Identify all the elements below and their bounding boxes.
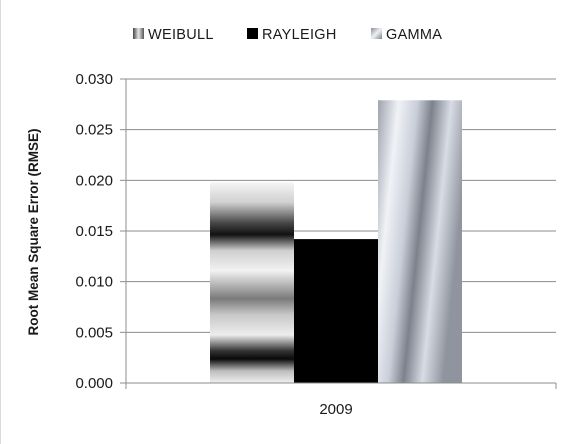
legend-label-rayleigh: RAYLEIGH (262, 27, 337, 43)
legend-swatch-rayleigh (247, 28, 258, 39)
legend-item-weibull: WEIBULL (133, 27, 214, 43)
x-category-label: 2009 (319, 401, 352, 418)
bars (210, 100, 462, 383)
bar-gamma (378, 100, 462, 383)
axes (125, 79, 557, 389)
legend-label-weibull: WEIBULL (148, 27, 214, 43)
legend-swatch-weibull (133, 28, 144, 39)
bar-weibull (210, 182, 294, 383)
y-tick-label: 0.020 (75, 172, 113, 189)
y-tick-labels: 0.000 0.005 0.010 0.015 0.020 0.025 0.030 (75, 71, 126, 392)
gridlines (126, 78, 556, 333)
legend-label-gamma: GAMMA (386, 27, 442, 43)
y-axis-label: Root Mean Square Error (RMSE) (26, 128, 41, 335)
legend-item-rayleigh: RAYLEIGH (247, 27, 337, 43)
y-tick-label: 0.025 (75, 122, 113, 139)
y-tick-label: 0.015 (75, 223, 113, 240)
legend-swatch-gamma (371, 28, 382, 39)
y-tick-label: 0.030 (75, 71, 113, 88)
x-category-labels: 2009 (319, 401, 352, 418)
y-tick-label: 0.000 (75, 375, 113, 392)
bar-rayleigh (294, 239, 378, 383)
legend: WEIBULL RAYLEIGH GAMMA (133, 27, 442, 43)
y-tick-label: 0.005 (75, 324, 113, 341)
legend-item-gamma: GAMMA (371, 27, 442, 43)
y-tick-label: 0.010 (75, 274, 113, 291)
